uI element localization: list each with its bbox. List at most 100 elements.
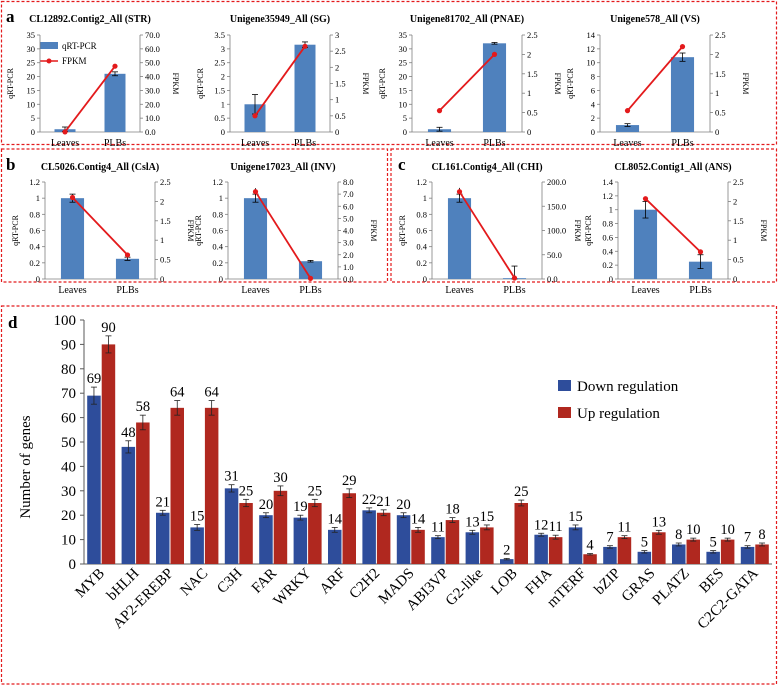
chart-c1: CL161.Contig4_All (CHI) 0 0.2 0.4 0.6 0.8 1 1.2…	[398, 162, 582, 296]
value-label: 12	[534, 517, 549, 533]
right-tick-label: 10.0	[145, 113, 160, 123]
right-tick-label: 0	[335, 127, 339, 137]
category-label: MYB	[73, 566, 108, 601]
right-tick-label: 8.0	[343, 177, 354, 187]
up-bar	[136, 422, 150, 564]
value-label: 13	[465, 514, 480, 530]
up-bar	[445, 520, 460, 564]
chart-b1: CL5026.Contig4_All (CslA) 0 0.2 0.4 0.6 0.8 1 1…	[11, 162, 195, 296]
left-tick-label: 25	[399, 58, 408, 68]
down-bar	[672, 544, 686, 564]
left-tick-label: 0	[423, 274, 427, 284]
y-tick-label: 70	[61, 386, 76, 402]
left-tick-label: 1	[423, 193, 427, 203]
value-label: 5	[710, 535, 717, 551]
left-axis-title: qRT-PCR	[194, 214, 203, 245]
right-tick-label: 2.5	[335, 46, 346, 56]
small-chart-legend: qRT-PCR FPKM	[40, 41, 97, 66]
up-bar	[755, 544, 769, 564]
down-bar	[156, 512, 170, 564]
left-tick-label: 5	[403, 113, 407, 123]
fpkm-point	[69, 194, 76, 201]
right-axis-title: FPKM	[361, 73, 370, 95]
value-label: 22	[362, 492, 377, 508]
right-tick-label: 1.5	[160, 216, 171, 226]
qpcr-bar-plbs	[104, 73, 126, 132]
fpkm-line	[458, 191, 516, 279]
left-tick-label: 0.6	[602, 232, 613, 242]
fpkm-point	[642, 196, 649, 202]
up-bar	[686, 539, 700, 564]
left-tick-label: 1	[221, 99, 225, 109]
right-tick-label: 2	[527, 49, 531, 59]
up-bar	[239, 503, 253, 564]
up-bar	[273, 490, 288, 564]
value-label: 13	[652, 514, 667, 530]
qpcr-bar-plbs	[294, 44, 316, 133]
left-tick-label: 3.5	[214, 30, 225, 40]
down-bar	[87, 395, 101, 564]
left-tick-label: 25	[27, 58, 36, 68]
y-axis-title: Number of genes	[18, 415, 34, 518]
chart-a3: Unigene81702_All (PNAE) 0 5 10 15 20 25 30 35 0 0.…	[378, 14, 562, 149]
panel-label-b: b	[6, 155, 15, 174]
right-tick-label: 2.5	[715, 30, 726, 40]
value-label: 7	[744, 530, 751, 546]
left-tick-label: 35	[399, 30, 408, 40]
legend-down-swatch	[558, 380, 571, 391]
right-tick-label: 1	[335, 95, 339, 105]
category-label: Leaves	[58, 285, 86, 296]
down-bar	[396, 515, 411, 564]
value-label: 21	[376, 494, 391, 510]
legend-qpcr-label: qRT-PCR	[62, 41, 97, 51]
left-tick-label: 2.5	[214, 58, 225, 68]
left-tick-label: 8	[591, 72, 595, 82]
fpkm-point	[307, 275, 314, 281]
right-tick-label: 1	[733, 235, 737, 245]
chart-title: CL5026.Contig4_All (CslA)	[41, 162, 159, 173]
value-label: 11	[617, 520, 631, 536]
up-bar	[342, 493, 356, 564]
qpcr-bar-plbs	[115, 258, 140, 279]
chart-title: CL12892.Contig2_All (STR)	[29, 14, 151, 25]
down-bar	[637, 551, 652, 564]
right-axis-title: FPKM	[553, 73, 562, 95]
value-label: 10	[686, 522, 701, 538]
left-axis-title: qRT-PCR	[11, 214, 20, 245]
qpcr-bar-leaves	[633, 209, 658, 279]
category-label: BES	[696, 566, 727, 597]
value-label: 14	[328, 511, 343, 527]
category-label: Leaves	[425, 138, 453, 149]
right-tick-label: 100.0	[547, 226, 566, 236]
fpkm-point	[252, 189, 259, 195]
left-tick-label: 1.2	[602, 191, 613, 201]
up-bar	[204, 407, 219, 564]
left-tick-label: 10	[587, 58, 596, 68]
right-tick-label: 1	[715, 88, 719, 98]
value-label: 10	[720, 522, 735, 538]
right-tick-label: 0	[715, 127, 719, 137]
chart-d: 01020304050607080901006990MYB4858bHLH216…	[54, 313, 772, 633]
value-label: 2	[503, 542, 510, 558]
right-tick-label: 30.0	[145, 85, 160, 95]
value-label: 21	[156, 494, 171, 510]
value-label: 29	[342, 473, 357, 489]
right-axis-title: FPKM	[741, 73, 750, 95]
right-tick-label: 2	[715, 49, 719, 59]
category-label: PLBs	[104, 138, 126, 149]
left-axis-title: qRT-PCR	[566, 67, 575, 98]
down-bar	[328, 529, 342, 564]
y-tick-label: 90	[61, 337, 76, 353]
category-label: G2-like	[443, 565, 487, 609]
right-tick-label: 0.5	[715, 108, 726, 118]
right-tick-label: 0.0	[145, 127, 156, 137]
value-label: 11	[549, 519, 563, 535]
category-label: LOB	[488, 566, 521, 599]
y-tick-label: 40	[61, 459, 76, 475]
category-label: PLBs	[299, 285, 321, 296]
left-tick-label: 0	[403, 127, 407, 137]
fpkm-point	[456, 189, 463, 195]
down-bar	[362, 510, 376, 564]
legend-down-label: Down regulation	[577, 379, 679, 395]
category-label: mTERF	[544, 566, 589, 611]
